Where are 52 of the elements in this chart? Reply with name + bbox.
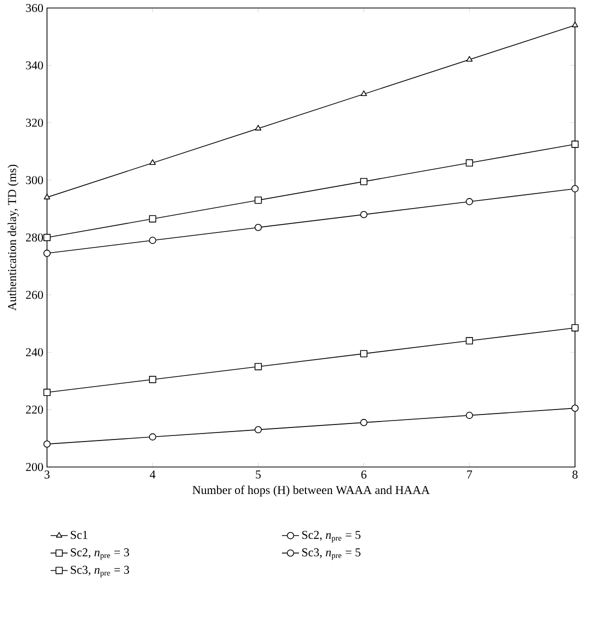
y-axis-title: Authentication delay, TD (ms) — [8, 164, 19, 311]
point — [149, 433, 156, 440]
point — [43, 388, 51, 396]
point — [255, 124, 262, 130]
legend-label: Sc1 — [70, 530, 88, 539]
y-tick-label: 240 — [26, 348, 44, 356]
point — [572, 22, 578, 28]
point — [360, 90, 367, 96]
x-tick-label: 7 — [467, 470, 472, 478]
point — [466, 412, 474, 419]
point — [149, 159, 156, 165]
point — [149, 376, 156, 384]
legend-label: Sc3, n$_{pre}$ = 5 — [302, 548, 360, 560]
x-tick-label: 4 — [150, 470, 156, 478]
x-tick-label: 3 — [44, 470, 50, 479]
y-tick-label: 360 — [26, 4, 44, 12]
y-tick-label: 260 — [26, 290, 44, 299]
point — [360, 178, 368, 186]
point — [254, 196, 262, 204]
point — [571, 404, 579, 412]
point — [360, 210, 368, 218]
point — [254, 426, 262, 434]
y-tick-label: 280 — [26, 233, 44, 242]
y-tick-label: 320 — [26, 118, 44, 127]
point — [43, 234, 51, 242]
point — [571, 185, 579, 192]
x-tick-label: 8 — [572, 470, 578, 479]
y-tick-label: 340 — [26, 61, 44, 70]
y-tick-label: 220 — [26, 406, 44, 414]
point — [149, 215, 156, 222]
y-tick-label: 300 — [26, 176, 44, 184]
point — [43, 250, 51, 257]
x-axis-title: Number of hops (H) between WAAA and HAAA — [192, 485, 430, 496]
point — [360, 418, 368, 426]
x-tick-label: 6 — [361, 470, 366, 479]
legend-label: Sc3, n$_{pre}$ = 3 — [70, 566, 130, 578]
y-tick-label: 200 — [26, 462, 44, 472]
point — [466, 198, 474, 206]
point — [149, 236, 156, 244]
point — [360, 350, 368, 358]
point — [466, 56, 473, 62]
point — [254, 224, 262, 232]
legend-label: Sc2, n$_{pre}$ = 3 — [70, 548, 130, 560]
point — [571, 324, 579, 332]
legend-label: Sc2, n$_{pre}$ = 5 — [302, 530, 360, 542]
point — [44, 194, 50, 200]
point — [254, 362, 262, 370]
x-tick-label: 5 — [256, 470, 261, 478]
point — [571, 140, 579, 148]
point — [43, 440, 51, 448]
point — [466, 337, 474, 344]
point — [466, 159, 474, 167]
